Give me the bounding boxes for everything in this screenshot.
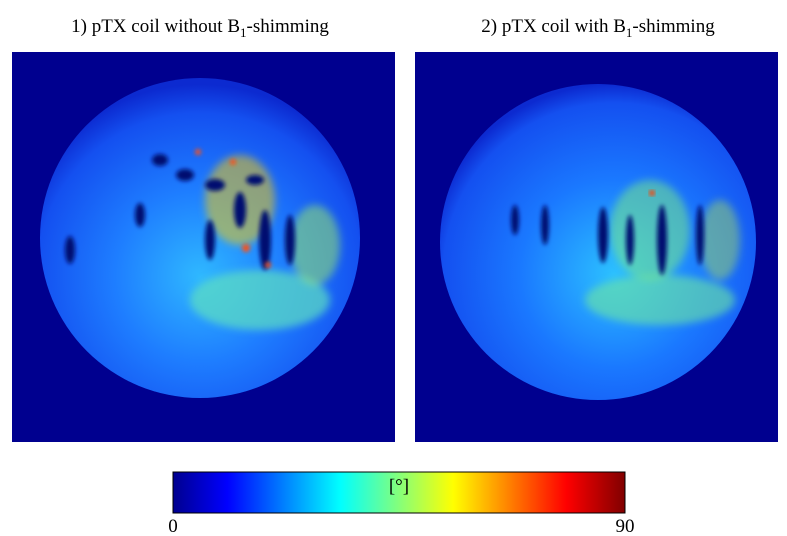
title-text: -shimming xyxy=(247,16,330,37)
colorbar-ticks: 0 90 xyxy=(168,507,635,536)
tick-label: 90 xyxy=(616,516,635,536)
map-panel xyxy=(12,52,395,442)
tick-label: 0 xyxy=(168,516,178,536)
title-subscript: 1 xyxy=(626,25,633,40)
title-text: 2) pTX coil with B xyxy=(481,16,626,37)
panel-title: 1) pTX coil without B1-shimming xyxy=(71,16,329,40)
title-text: 1) pTX coil without B xyxy=(71,16,240,37)
colorbar-label: [°] xyxy=(389,476,409,497)
map-panel xyxy=(415,52,778,442)
colorbar xyxy=(172,471,626,514)
panel-title: 2) pTX coil with B1-shimming xyxy=(481,16,715,40)
title-text: -shimming xyxy=(632,16,715,37)
title-subscript: 1 xyxy=(240,25,247,40)
